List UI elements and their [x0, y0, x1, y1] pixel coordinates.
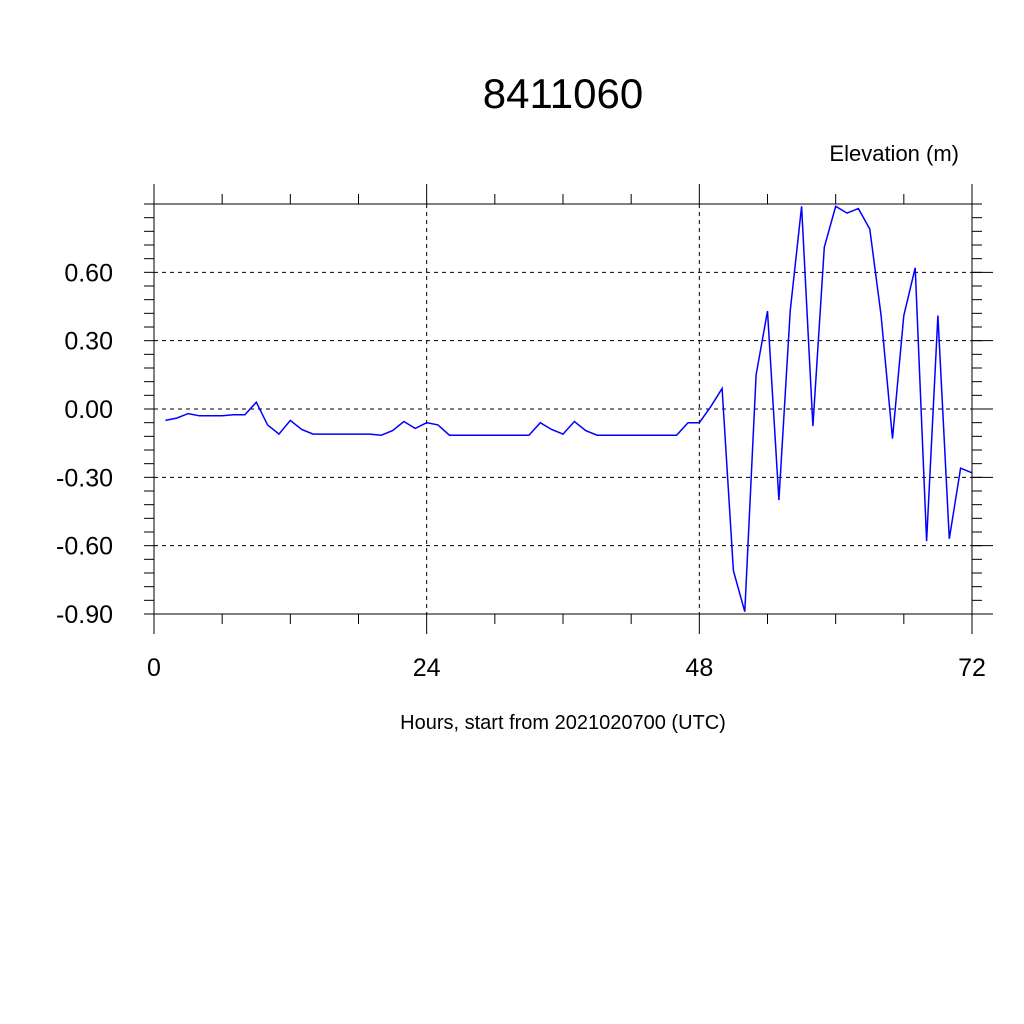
series-group — [165, 205, 973, 612]
series-line — [165, 205, 973, 612]
y-tick-label: 0.30 — [64, 328, 113, 356]
y-axis-label: Elevation (m) — [829, 141, 959, 166]
tick-labels: -0.90 -0.60 -0.30 0.00 0.30 0.60 0 24 48 72 — [56, 259, 986, 682]
x-tick-label: 72 — [958, 654, 986, 682]
x-axis-label: Hours, start from 2021020700 (UTC) — [400, 712, 726, 734]
x-tick-label: 24 — [413, 654, 441, 682]
y-tick-label: 0.60 — [64, 259, 113, 287]
y-tick-label: -0.60 — [56, 533, 113, 561]
y-tick-label: -0.90 — [56, 601, 113, 629]
plot-frame — [153, 203, 973, 615]
y-tick-label: -0.30 — [56, 464, 113, 492]
y-tick-label: 0.00 — [64, 396, 113, 424]
tick-marks — [144, 184, 993, 634]
chart-title: 8411060 — [483, 70, 643, 117]
grid — [154, 204, 972, 615]
x-tick-label: 48 — [685, 654, 713, 682]
x-tick-label: 0 — [147, 654, 161, 682]
